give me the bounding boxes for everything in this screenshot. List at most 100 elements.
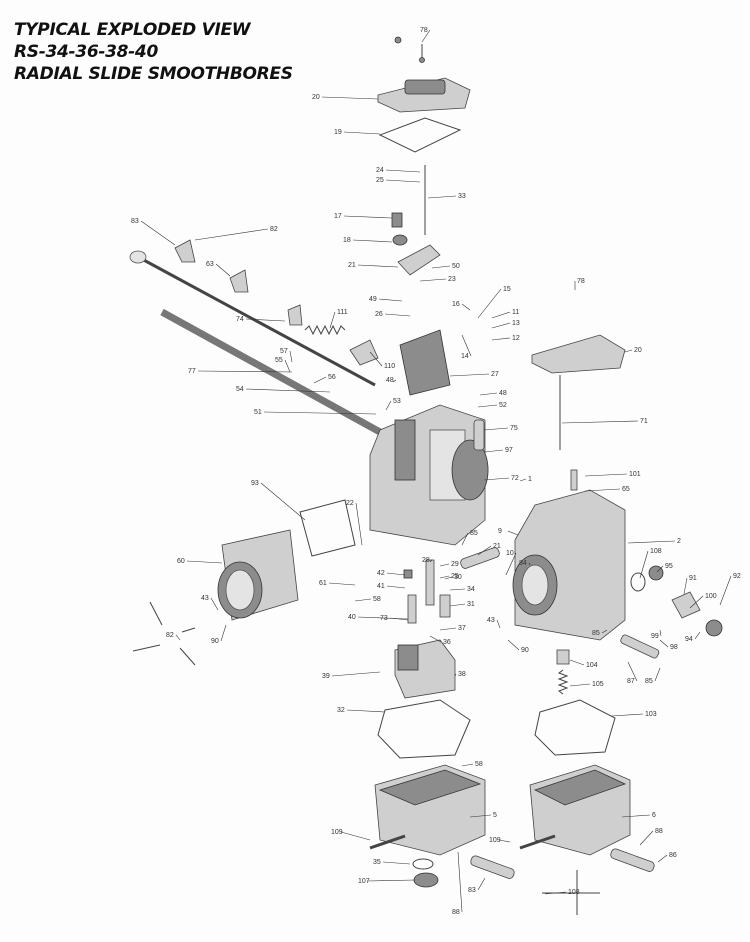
leader-line-1 (519, 478, 527, 482)
callout-78: 78 (420, 27, 428, 34)
callout-20: 20 (312, 94, 320, 101)
callout-14: 14 (461, 353, 469, 360)
callout-71: 71 (640, 418, 648, 425)
leader-line-87 (627, 661, 638, 682)
leader-line-2 (627, 540, 676, 544)
callout-40: 40 (348, 614, 356, 621)
leader-line-58 (461, 763, 474, 767)
leader-line-51 (263, 411, 377, 415)
callout-101: 101 (629, 471, 641, 478)
callout-60: 60 (177, 558, 185, 565)
leader-line-20 (624, 349, 633, 353)
callout-95: 95 (665, 563, 673, 570)
callout-108: 108 (650, 548, 662, 555)
callout-26: 26 (375, 311, 383, 318)
leader-line-61 (328, 582, 356, 586)
callout-52: 52 (499, 402, 507, 409)
callout-31: 31 (467, 601, 475, 608)
callout-82: 82 (270, 226, 278, 233)
callout-42: 42 (377, 570, 385, 577)
leader-line-73 (389, 617, 409, 621)
callout-103: 103 (645, 711, 657, 718)
leader-line-103 (611, 713, 644, 717)
leader-line-99 (659, 629, 662, 637)
callout-6: 6 (652, 812, 656, 819)
parts-layer (129, 36, 723, 915)
leader-line-29 (439, 563, 450, 567)
leader-line-30 (444, 576, 453, 580)
callout-49: 49 (369, 296, 377, 303)
leader-lines (140, 29, 732, 913)
leader-line-109 (498, 839, 511, 843)
callout-87: 87 (627, 678, 635, 685)
callout-72: 72 (511, 475, 519, 482)
callout-100: 100 (705, 593, 717, 600)
callout-50: 50 (452, 263, 460, 270)
leader-line-95 (656, 565, 664, 573)
leader-line-40 (357, 616, 409, 620)
leader-line-49 (378, 298, 403, 302)
leader-line-52 (477, 404, 498, 408)
leader-line-56 (313, 376, 327, 384)
callout-65: 65 (622, 486, 630, 493)
leader-line-91 (683, 577, 688, 595)
callout-56: 56 (328, 374, 336, 381)
leader-line-32 (346, 709, 386, 713)
leader-line-36 (429, 635, 442, 643)
callout-13: 13 (512, 320, 520, 327)
callout-63: 63 (206, 261, 214, 268)
callout-48: 48 (499, 390, 507, 397)
leader-line-90 (507, 639, 520, 651)
callout-58: 58 (475, 761, 483, 768)
leader-line-72 (483, 477, 510, 481)
callout-99: 99 (651, 633, 659, 640)
top-cover-right (531, 334, 626, 374)
callout-108: 108 (568, 889, 580, 896)
callout-90: 90 (521, 647, 529, 654)
callout-74: 74 (236, 316, 244, 323)
leader-line-19 (343, 131, 381, 135)
callout-85: 85 (592, 630, 600, 637)
leader-line-85 (601, 629, 608, 634)
leader-line-101 (584, 473, 628, 477)
leader-line-27 (449, 373, 490, 377)
slide-plate (399, 329, 451, 396)
callout-5: 5 (493, 812, 497, 819)
leader-line-50 (431, 265, 451, 269)
leader-line-57 (289, 350, 293, 363)
callout-94: 94 (685, 636, 693, 643)
leader-line-12 (491, 337, 511, 341)
leader-line-71 (561, 420, 639, 424)
leader-line-11 (491, 311, 511, 319)
callout-78: 78 (577, 278, 585, 285)
leader-line-63 (215, 263, 231, 277)
callout-43: 43 (487, 617, 495, 624)
leader-line-53 (385, 400, 392, 411)
leader-line-41 (386, 585, 406, 589)
leader-line-10 (505, 552, 517, 576)
callout-12: 12 (512, 335, 520, 342)
callout-98: 98 (670, 644, 678, 651)
callout-111: 111 (337, 309, 348, 316)
leader-line-110 (369, 351, 383, 367)
callout-2: 2 (677, 538, 681, 545)
callout-41: 41 (377, 583, 385, 590)
callout-30: 30 (454, 574, 462, 581)
callout-51: 51 (254, 409, 262, 416)
leader-line-20 (321, 96, 379, 100)
leader-line-31 (449, 603, 466, 607)
callout-21: 21 (348, 262, 356, 269)
leader-line-28 (429, 559, 433, 563)
leader-line-35 (382, 861, 411, 865)
callout-32: 32 (337, 707, 345, 714)
leader-line-97 (484, 449, 504, 453)
callout-23: 23 (448, 276, 456, 283)
leader-line-83 (477, 877, 486, 891)
leader-line-34 (449, 588, 466, 591)
callout-107: 107 (358, 878, 370, 885)
callout-34: 34 (467, 586, 475, 593)
leader-line-17 (343, 215, 393, 219)
cover-gasket (378, 117, 462, 153)
leader-line-13 (491, 322, 511, 329)
